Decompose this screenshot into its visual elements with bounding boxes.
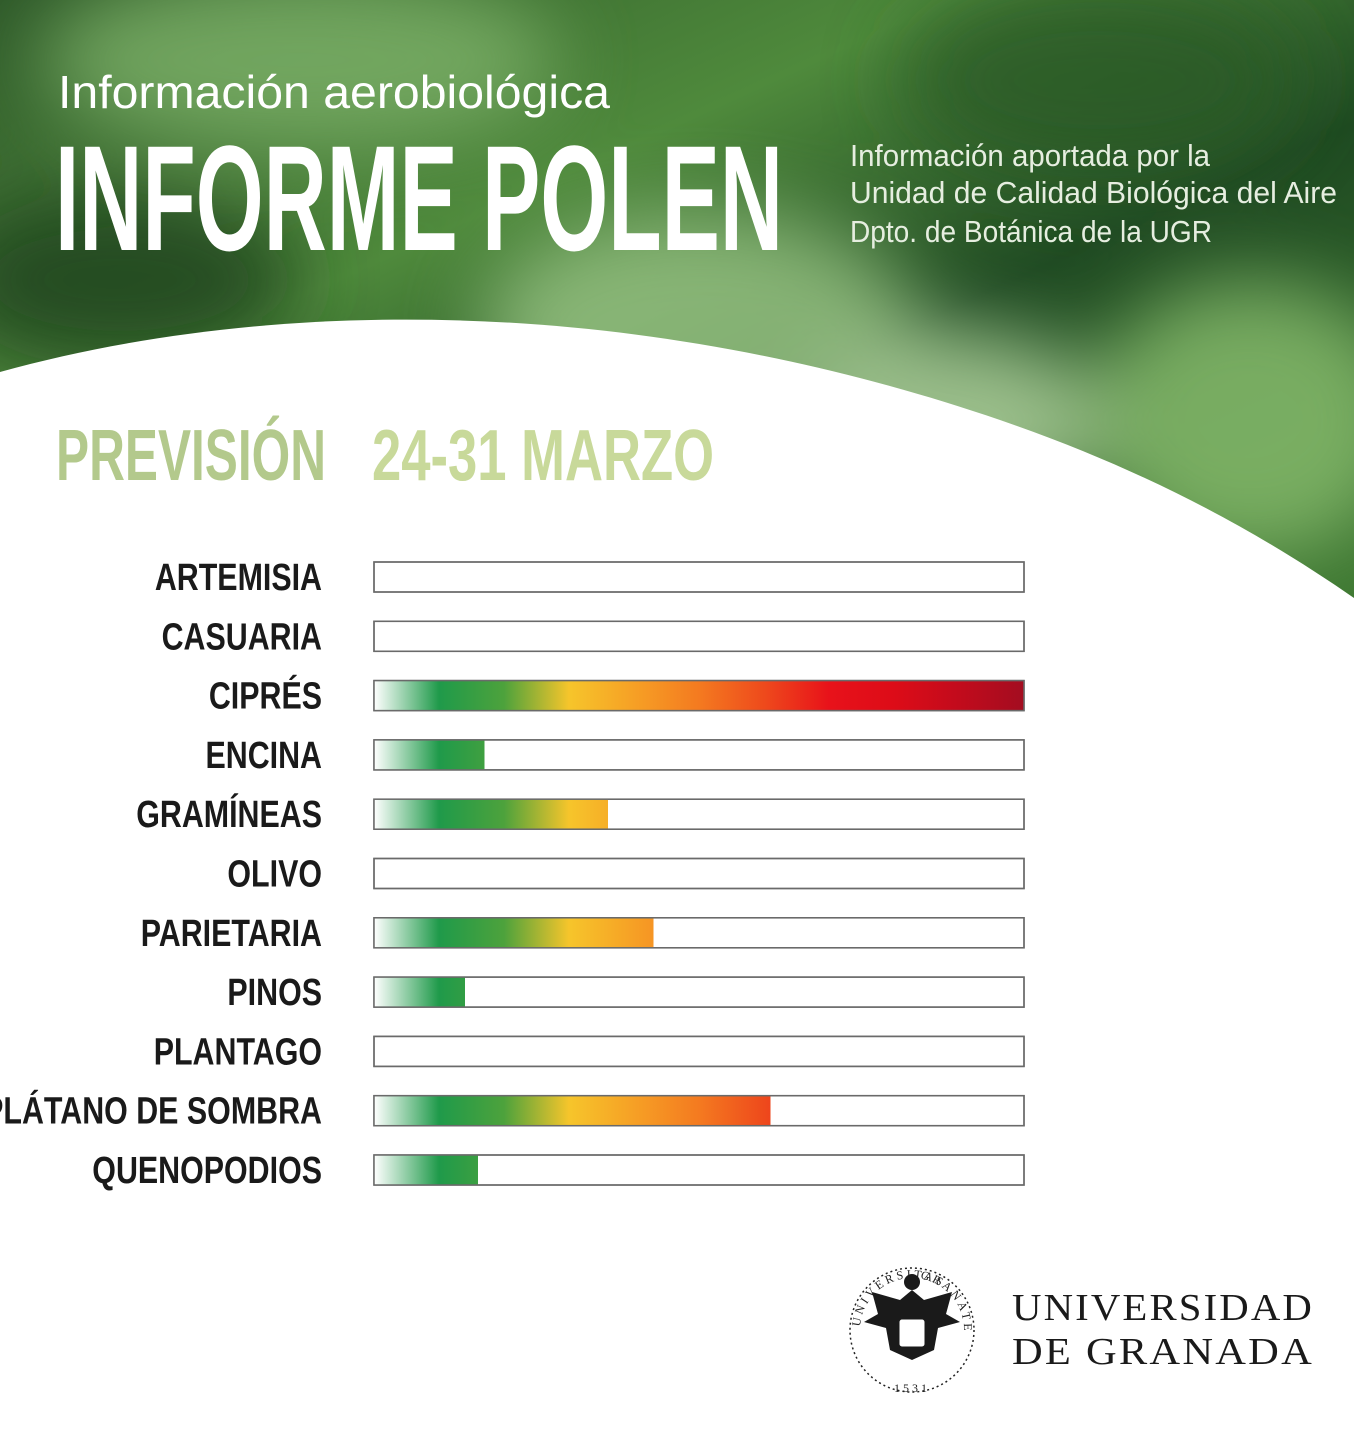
- label-group: CIPRÉS: [209, 673, 322, 717]
- bar-outline: [373, 976, 1025, 1008]
- university-name: UNIVERSIDAD: [1012, 1287, 1314, 1329]
- category-label: GRAMÍNEAS: [136, 792, 322, 836]
- bar-track: [373, 976, 1025, 1008]
- category-label: QUENOPODIOS: [92, 1150, 322, 1192]
- bar-outline: [373, 679, 1025, 712]
- bar-outline: [373, 739, 1025, 771]
- bar-outline: [373, 1154, 1025, 1186]
- category-label: PLÁTANO DE SOMBRA: [0, 1088, 322, 1132]
- category-label: CIPRÉS: [209, 673, 322, 717]
- credit-line: Dpto. de Botánica de la UGR: [850, 214, 1212, 249]
- bar: [374, 977, 465, 1008]
- bar-outline: [373, 857, 1025, 890]
- bar: [374, 917, 654, 948]
- label-group: PLANTAGO: [154, 1031, 322, 1073]
- label-group: OLIVO: [227, 853, 322, 895]
- bar-track: [373, 1035, 1025, 1068]
- label-group: ARTEMISIA: [155, 557, 322, 599]
- category-label: ARTEMISIA: [155, 557, 322, 599]
- chart-title: PREVISIÓN: [56, 415, 326, 496]
- bar: [374, 1095, 771, 1126]
- category-label: PARIETARIA: [141, 913, 322, 955]
- label-group: QUENOPODIOS: [92, 1150, 322, 1192]
- label-group: GRAMÍNEAS: [136, 792, 322, 836]
- credit-line: Información aportada por la: [850, 138, 1211, 173]
- category-label: OLIVO: [227, 853, 322, 895]
- bar-outline: [373, 561, 1025, 593]
- seal-year: 1531: [894, 1381, 930, 1395]
- category-label: CASUARIA: [162, 616, 322, 658]
- chart-subtitle: 24-31 MARZO: [372, 416, 714, 496]
- label-group: PARIETARIA: [141, 913, 322, 955]
- bars: ARTEMISIA CASUARIA CIPRÉS ENCINA GRAMÍNEAS OL…: [0, 557, 1025, 1192]
- bar-outline: [373, 798, 1025, 830]
- label-group: CASUARIA: [162, 616, 322, 658]
- bar: [374, 1155, 478, 1185]
- label-group: PINOS: [227, 972, 322, 1014]
- bar-track: [373, 857, 1025, 890]
- bar-outline: [373, 917, 1025, 949]
- bar-track: [373, 620, 1025, 653]
- bar-outline: [373, 1094, 1025, 1127]
- bar: [374, 739, 485, 770]
- bar: [374, 680, 1024, 711]
- label-group: ENCINA: [205, 735, 322, 777]
- credit-line: Unidad de Calidad Biológica del Aire: [850, 175, 1337, 210]
- bar-outline: [373, 620, 1025, 653]
- category-label: PLANTAGO: [154, 1031, 322, 1073]
- bar-outline: [373, 1035, 1025, 1068]
- bar-track: [373, 561, 1025, 593]
- kicker: Información aerobiológica: [58, 66, 610, 118]
- category-label: ENCINA: [205, 735, 322, 777]
- university-name: DE GRANADA: [1012, 1331, 1314, 1373]
- category-label: PINOS: [227, 972, 322, 1014]
- label-group: PLÁTANO DE SOMBRA: [0, 1088, 322, 1132]
- bar: [374, 799, 608, 830]
- main-title: INFORME POLEN: [55, 114, 783, 282]
- bar-track: [373, 1154, 1025, 1186]
